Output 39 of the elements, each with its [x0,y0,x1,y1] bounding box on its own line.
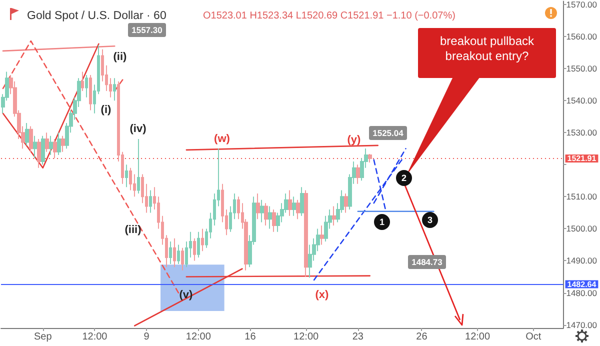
annotation: 2 [401,173,407,183]
annotation: (i) [100,104,112,116]
y-tick-label: 1560.00 [566,32,598,42]
y-tick-label: 1470.00 [566,320,598,330]
x-tick-label: Sep [34,332,52,342]
x-tick-label: 12:00 [294,332,320,342]
x-tick-label: 9 [144,332,150,342]
ref-line-label: 1521.91 [567,154,597,164]
annotation: (ii) [113,51,128,63]
y-tick-label: 1570.00 [566,0,598,10]
x-tick-label: 12:00 [465,332,490,342]
text: O1523.01 H1523.34 L1520.69 C1521.91 −1.10 (−0.07%) [203,10,456,22]
y-tick-label: 1550.00 [566,64,598,74]
x-tick-label: Oct [526,332,542,342]
annotation: 1525.04 [372,128,404,138]
annotation: (w) [214,133,230,145]
annotation: 1557.30 [132,25,163,35]
y-tick-label: 1500.00 [566,224,598,234]
y-tick-label: 1490.00 [566,256,598,266]
x-tick-label: 16 [244,332,256,342]
x-tick-label: 23 [352,332,364,342]
annotation: (x) [315,289,330,301]
annotation: 1484.73 [412,257,443,267]
annotation: 3 [427,215,433,225]
y-tick-label: 1530.00 [566,128,598,138]
y-tick-label: 1510.00 [566,192,598,202]
annotation: (iii) [124,224,142,236]
annotation: (v) [179,289,194,301]
x-tick-label: 12:00 [186,332,212,342]
annotation: 1 [379,217,385,227]
x-tick-label: 26 [416,332,428,342]
y-tick-label: 1540.00 [566,96,598,106]
y-tick-label: 1480.00 [566,288,598,298]
ref-line-label: 1482.64 [567,280,597,289]
text: Gold Spot / U.S. Dollar · 60 [27,10,166,22]
annotation: (iv) [130,123,147,135]
x-tick-label: 12:00 [82,332,108,342]
annotation: (y) [347,134,362,146]
annotation: breakout pullback breakout entry? [438,34,536,64]
